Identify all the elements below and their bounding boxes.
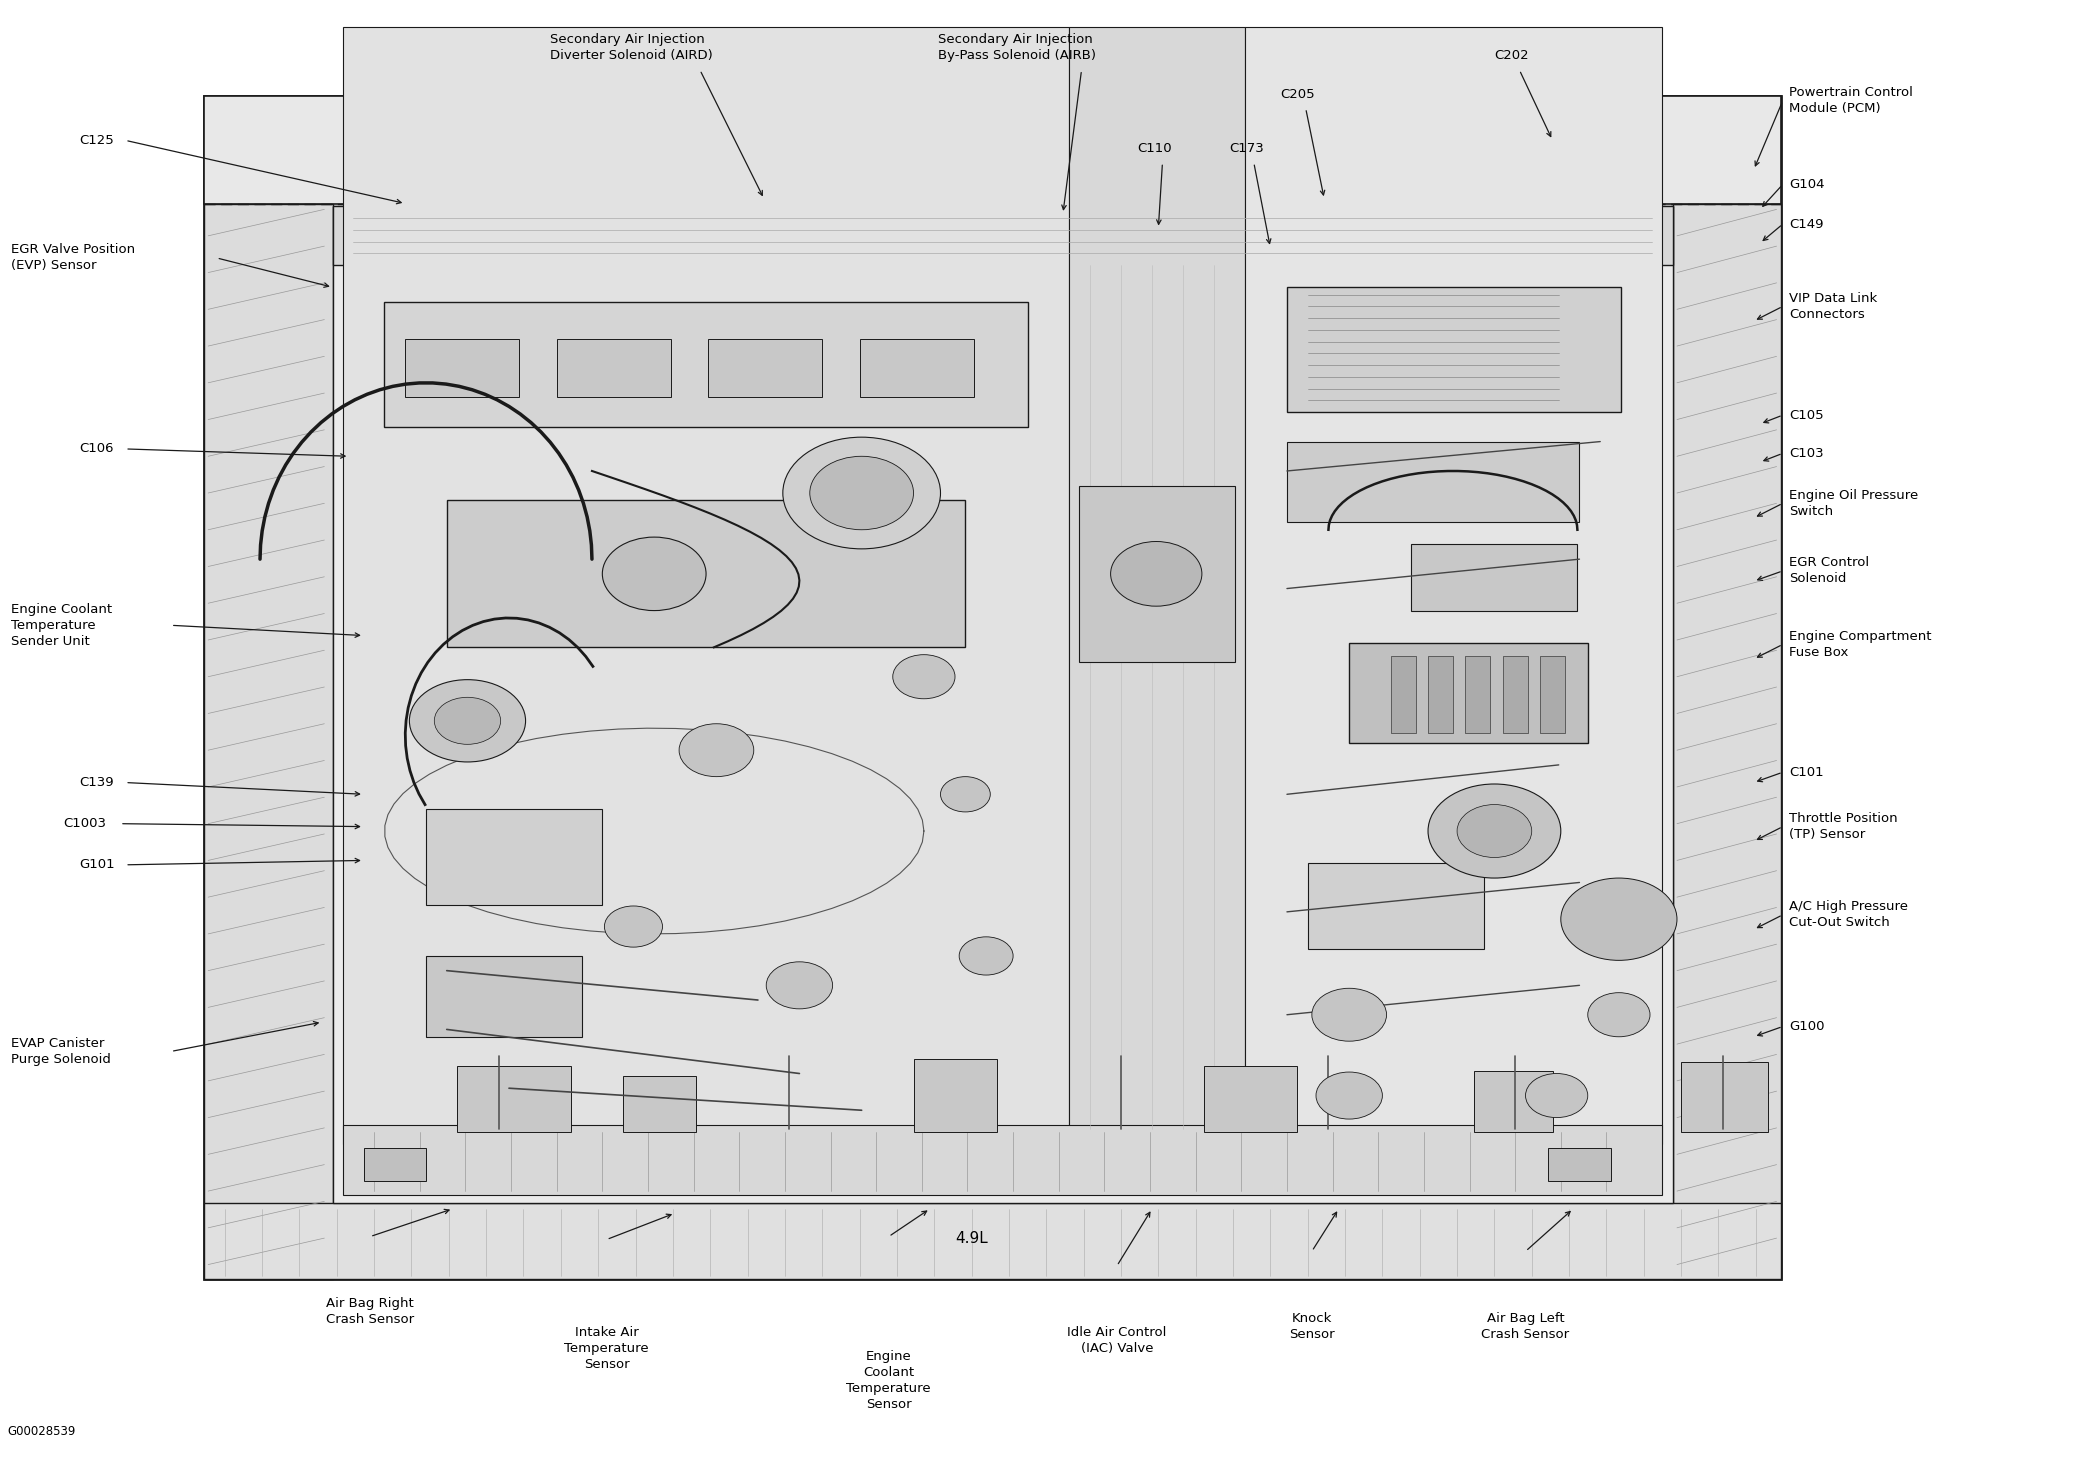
Text: C105: C105 xyxy=(1790,409,1823,422)
FancyBboxPatch shape xyxy=(1540,656,1565,733)
Circle shape xyxy=(679,724,754,777)
Text: C1003: C1003 xyxy=(62,818,106,830)
Text: Engine Coolant
Temperature
Sender Unit: Engine Coolant Temperature Sender Unit xyxy=(10,603,112,647)
Text: Air Bag Right
Crash Sensor: Air Bag Right Crash Sensor xyxy=(326,1297,413,1325)
Text: EVAP Canister
Purge Solenoid: EVAP Canister Purge Solenoid xyxy=(10,1037,110,1066)
Circle shape xyxy=(940,777,990,812)
Text: Engine
Coolant
Temperature
Sensor: Engine Coolant Temperature Sensor xyxy=(847,1350,930,1411)
Text: Intake Air
Temperature
Sensor: Intake Air Temperature Sensor xyxy=(565,1327,650,1371)
FancyBboxPatch shape xyxy=(913,1059,996,1133)
FancyBboxPatch shape xyxy=(1246,26,1663,1144)
FancyBboxPatch shape xyxy=(457,1066,571,1133)
Circle shape xyxy=(604,906,662,947)
Text: VIP Data Link
Connectors: VIP Data Link Connectors xyxy=(1790,291,1877,321)
Text: Knock
Sensor: Knock Sensor xyxy=(1289,1312,1335,1340)
Text: Throttle Position
(TP) Sensor: Throttle Position (TP) Sensor xyxy=(1790,812,1897,841)
FancyBboxPatch shape xyxy=(1204,1066,1298,1133)
FancyBboxPatch shape xyxy=(332,206,1673,1203)
FancyBboxPatch shape xyxy=(1673,203,1781,1280)
FancyBboxPatch shape xyxy=(859,338,974,397)
Text: Engine Oil Pressure
Switch: Engine Oil Pressure Switch xyxy=(1790,488,1918,518)
FancyBboxPatch shape xyxy=(384,302,1028,427)
Circle shape xyxy=(1561,878,1677,961)
FancyBboxPatch shape xyxy=(1391,656,1416,733)
FancyBboxPatch shape xyxy=(446,500,965,647)
Text: EGR Control
Solenoid: EGR Control Solenoid xyxy=(1790,556,1868,585)
Text: C139: C139 xyxy=(79,777,114,788)
Text: C205: C205 xyxy=(1281,88,1316,100)
Text: Engine Compartment
Fuse Box: Engine Compartment Fuse Box xyxy=(1790,630,1931,659)
Circle shape xyxy=(1316,1072,1383,1119)
Text: G00028539: G00028539 xyxy=(6,1425,75,1439)
Circle shape xyxy=(959,937,1013,975)
Text: Idle Air Control
(IAC) Valve: Idle Air Control (IAC) Valve xyxy=(1067,1327,1167,1355)
Circle shape xyxy=(783,437,940,549)
Circle shape xyxy=(893,655,955,699)
FancyBboxPatch shape xyxy=(203,96,1781,203)
Circle shape xyxy=(1428,784,1561,878)
Text: G101: G101 xyxy=(79,858,114,871)
Text: Secondary Air Injection
Diverter Solenoid (AIRD): Secondary Air Injection Diverter Solenoi… xyxy=(550,34,714,62)
Circle shape xyxy=(1457,805,1532,858)
Text: C202: C202 xyxy=(1495,50,1530,62)
Text: C103: C103 xyxy=(1790,447,1823,460)
Circle shape xyxy=(766,962,832,1009)
Text: C173: C173 xyxy=(1229,143,1264,154)
FancyBboxPatch shape xyxy=(1549,1149,1611,1181)
Circle shape xyxy=(810,456,913,530)
FancyBboxPatch shape xyxy=(1682,1062,1769,1133)
Text: Secondary Air Injection
By-Pass Solenoid (AIRB): Secondary Air Injection By-Pass Solenoid… xyxy=(938,34,1096,62)
FancyBboxPatch shape xyxy=(1503,656,1528,733)
FancyBboxPatch shape xyxy=(1412,544,1578,610)
FancyBboxPatch shape xyxy=(203,96,1781,1280)
FancyBboxPatch shape xyxy=(1308,863,1484,949)
Circle shape xyxy=(1312,989,1387,1041)
Text: C125: C125 xyxy=(79,134,114,147)
Text: C110: C110 xyxy=(1138,143,1173,154)
FancyBboxPatch shape xyxy=(1349,643,1588,743)
FancyBboxPatch shape xyxy=(1080,485,1235,662)
Circle shape xyxy=(1588,993,1650,1037)
FancyBboxPatch shape xyxy=(1466,656,1491,733)
FancyBboxPatch shape xyxy=(426,956,581,1037)
FancyBboxPatch shape xyxy=(1069,26,1246,1144)
Text: C106: C106 xyxy=(79,443,114,456)
Text: C149: C149 xyxy=(1790,218,1823,231)
Text: G100: G100 xyxy=(1790,1019,1825,1033)
FancyBboxPatch shape xyxy=(623,1077,695,1133)
FancyBboxPatch shape xyxy=(332,206,1673,265)
Text: 4.9L: 4.9L xyxy=(955,1231,988,1246)
Circle shape xyxy=(409,680,525,762)
FancyBboxPatch shape xyxy=(1287,287,1621,412)
FancyBboxPatch shape xyxy=(405,338,519,397)
FancyBboxPatch shape xyxy=(363,1149,426,1181)
Circle shape xyxy=(1526,1074,1588,1118)
FancyBboxPatch shape xyxy=(203,203,332,1280)
FancyBboxPatch shape xyxy=(343,1125,1663,1196)
FancyBboxPatch shape xyxy=(343,26,1069,1144)
FancyBboxPatch shape xyxy=(708,338,822,397)
Text: G104: G104 xyxy=(1790,178,1825,191)
Text: Air Bag Left
Crash Sensor: Air Bag Left Crash Sensor xyxy=(1482,1312,1569,1340)
FancyBboxPatch shape xyxy=(1287,441,1580,522)
FancyBboxPatch shape xyxy=(426,809,602,905)
FancyBboxPatch shape xyxy=(556,338,671,397)
Circle shape xyxy=(1111,541,1202,606)
Circle shape xyxy=(602,537,706,610)
FancyBboxPatch shape xyxy=(1474,1071,1553,1133)
FancyBboxPatch shape xyxy=(203,1203,1781,1280)
Text: C101: C101 xyxy=(1790,766,1823,778)
Text: EGR Valve Position
(EVP) Sensor: EGR Valve Position (EVP) Sensor xyxy=(10,243,135,272)
FancyBboxPatch shape xyxy=(1428,656,1453,733)
Circle shape xyxy=(434,697,500,744)
Text: Powertrain Control
Module (PCM): Powertrain Control Module (PCM) xyxy=(1790,87,1912,115)
Text: A/C High Pressure
Cut-Out Switch: A/C High Pressure Cut-Out Switch xyxy=(1790,900,1908,930)
